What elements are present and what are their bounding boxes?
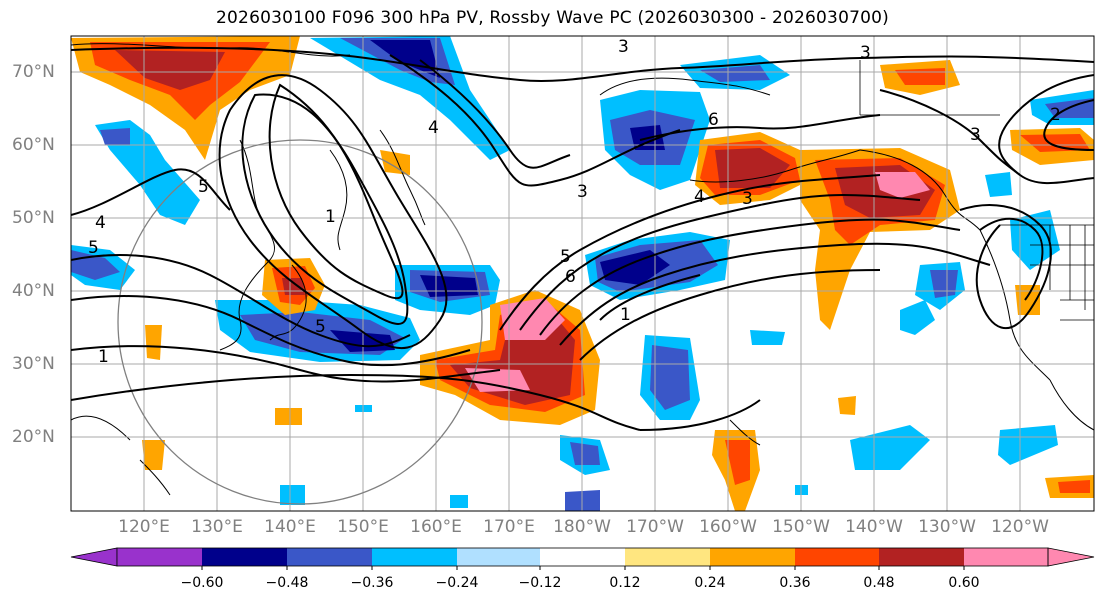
lon-label: 130°E: [191, 517, 243, 537]
plot-frame: [70, 35, 1095, 512]
colorbar-tick-label: −0.12: [518, 575, 562, 591]
lon-label: 140°W: [845, 517, 903, 537]
lon-label: 170°E: [483, 517, 535, 537]
colorbar-tick-label: 0.24: [694, 575, 726, 591]
map-title: 2026030100 F096 300 hPa PV, Rossby Wave …: [216, 8, 889, 28]
lat-label-50n: 50°N: [12, 208, 55, 228]
lon-label: 120°W: [991, 517, 1049, 537]
lon-label: 180°W: [553, 517, 611, 537]
colorbar-tick-label: −0.48: [265, 575, 309, 591]
lon-label: 130°W: [918, 517, 976, 537]
colorbar-tick-label: 0.12: [609, 575, 641, 591]
lon-label: 170°W: [626, 517, 684, 537]
lat-label-60n: 60°N: [12, 135, 55, 155]
colorbar-tick-label: −0.36: [350, 575, 394, 591]
map-plot-area: [71, 36, 1094, 511]
coastlines: [71, 43, 1094, 496]
colorbar-tick-label: −0.24: [435, 575, 479, 591]
colorbar: [70, 547, 1095, 570]
lon-label: 160°E: [410, 517, 462, 537]
lon-label: 140°E: [264, 517, 316, 537]
lon-label: 150°E: [337, 517, 389, 537]
pv-anomaly-shading: [71, 36, 1094, 511]
lon-label: 150°W: [772, 517, 830, 537]
colorbar-tick-label: −0.60: [180, 575, 224, 591]
reference-circle: [117, 139, 483, 505]
colorbar-tick-label: 0.60: [948, 575, 980, 591]
lon-label: 120°E: [118, 517, 170, 537]
lat-label-20n: 20°N: [12, 427, 55, 447]
colorbar-tick-label: 0.36: [779, 575, 811, 591]
lat-label-70n: 70°N: [12, 62, 55, 82]
lon-label: 160°W: [699, 517, 757, 537]
lat-label-30n: 30°N: [12, 354, 55, 374]
lat-label-40n: 40°N: [12, 281, 55, 301]
pv-contours: [71, 46, 1094, 431]
colorbar-tick-label: 0.48: [863, 575, 895, 591]
political-borders: [859, 60, 1094, 321]
